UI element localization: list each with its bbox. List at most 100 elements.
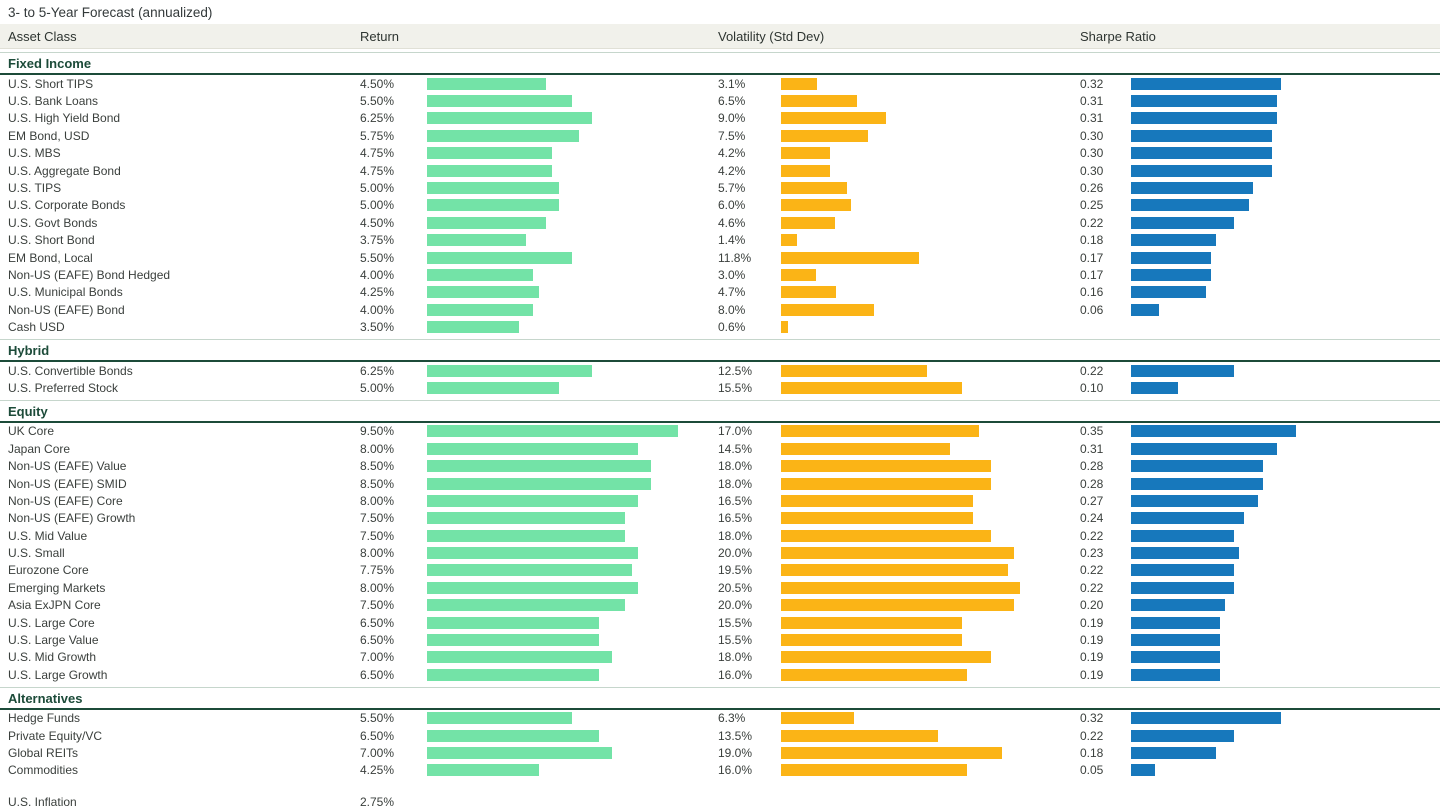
volatility-bar	[781, 251, 919, 264]
table-row: Non-US (EAFE) SMID 8.50% 18.0% 0.28	[0, 475, 1440, 492]
sharpe-bar	[1131, 364, 1235, 377]
table-row: Asia ExJPN Core 7.50% 20.0% 0.20	[0, 597, 1440, 614]
volatility-bar-track	[781, 381, 1080, 394]
volatility-bar	[781, 668, 968, 681]
volatility-bar-track	[781, 164, 1080, 177]
table-row: Cash USD 3.50% 0.6%	[0, 318, 1440, 335]
sharpe-bar-track	[1131, 147, 1440, 160]
return-value: 7.50%	[360, 528, 395, 543]
volatility-bar	[781, 199, 851, 212]
sharpe-value: 0.16	[1080, 285, 1104, 300]
table-row: U.S. Preferred Stock 5.00% 15.5% 0.10	[0, 379, 1440, 396]
sharpe-bar-track	[1131, 764, 1440, 777]
asset-class-label: Non-US (EAFE) Bond	[8, 302, 125, 317]
sharpe-value: 0.30	[1080, 128, 1104, 143]
column-header-volatility: Volatility (Std Dev)	[718, 28, 825, 44]
return-value: 5.50%	[360, 250, 395, 265]
return-value: 5.00%	[360, 181, 395, 196]
table-row: Emerging Markets 8.00% 20.5% 0.22	[0, 579, 1440, 596]
sharpe-bar	[1131, 216, 1235, 229]
sharpe-value: 0.19	[1080, 667, 1104, 682]
asset-class-label: UK Core	[8, 424, 55, 439]
volatility-value: 18.0%	[718, 476, 753, 491]
table-row: Non-US (EAFE) Core 8.00% 16.5% 0.27	[0, 492, 1440, 509]
return-bar	[427, 442, 639, 455]
return-bar	[427, 599, 625, 612]
return-bar-track	[427, 234, 718, 247]
sharpe-value: 0.28	[1080, 459, 1104, 474]
volatility-bar	[781, 746, 1003, 759]
return-bar	[427, 381, 559, 394]
return-bar-track	[427, 268, 718, 281]
return-bar	[427, 477, 652, 490]
return-bar-track	[427, 477, 718, 490]
return-value: 5.00%	[360, 380, 395, 395]
table-row: U.S. Large Core 6.50% 15.5% 0.19	[0, 614, 1440, 631]
asset-class-label: U.S. MBS	[8, 146, 61, 161]
sharpe-value: 0.05	[1080, 763, 1104, 778]
sharpe-bar-track	[1131, 616, 1440, 629]
volatility-bar-track	[781, 251, 1080, 264]
sharpe-bar	[1131, 634, 1221, 647]
page-title: 3- to 5-Year Forecast (annualized)	[8, 5, 213, 20]
volatility-bar	[781, 442, 950, 455]
sharpe-bar	[1131, 234, 1216, 247]
return-value: 4.00%	[360, 267, 395, 282]
return-bar-track	[427, 651, 718, 664]
return-bar	[427, 460, 652, 473]
volatility-bar-track	[781, 616, 1080, 629]
return-value: 4.25%	[360, 763, 395, 778]
sharpe-bar	[1131, 268, 1211, 281]
volatility-bar	[781, 164, 830, 177]
sharpe-bar	[1131, 129, 1272, 142]
return-bar	[427, 147, 553, 160]
sharpe-value: 0.31	[1080, 441, 1104, 456]
inflation-row: U.S. Inflation 2.75%	[0, 793, 1440, 810]
table-row: U.S. Govt Bonds 4.50% 4.6% 0.22	[0, 214, 1440, 231]
sharpe-bar	[1131, 729, 1235, 742]
return-value: 8.00%	[360, 441, 395, 456]
table-row: U.S. TIPS 5.00% 5.7% 0.26	[0, 179, 1440, 196]
return-value: 7.50%	[360, 511, 395, 526]
volatility-bar	[781, 129, 869, 142]
sharpe-bar-track	[1131, 442, 1440, 455]
asset-class-label: Non-US (EAFE) Core	[8, 493, 123, 508]
return-bar	[427, 494, 639, 507]
return-bar	[427, 651, 612, 664]
sharpe-bar	[1131, 460, 1263, 473]
sharpe-value: 0.19	[1080, 615, 1104, 630]
return-bar-track	[427, 381, 718, 394]
return-bar-track	[427, 460, 718, 473]
sharpe-value: 0.30	[1080, 146, 1104, 161]
asset-class-label: U.S. Aggregate Bond	[8, 163, 121, 178]
volatility-bar	[781, 512, 974, 525]
sharpe-bar-track	[1131, 234, 1440, 247]
sharpe-bar-track	[1131, 268, 1440, 281]
volatility-value: 18.0%	[718, 650, 753, 665]
volatility-bar	[781, 216, 835, 229]
return-value: 6.25%	[360, 363, 395, 378]
return-bar	[427, 129, 579, 142]
sharpe-bar	[1131, 616, 1221, 629]
volatility-bar-track	[781, 494, 1080, 507]
volatility-bar-track	[781, 364, 1080, 377]
return-bar	[427, 182, 559, 195]
sharpe-value: 0.26	[1080, 181, 1104, 196]
volatility-bar-track	[781, 182, 1080, 195]
sharpe-bar	[1131, 581, 1235, 594]
sharpe-value: 0.17	[1080, 267, 1104, 282]
volatility-bar-track	[781, 764, 1080, 777]
volatility-bar	[781, 651, 991, 664]
section-header-hybrid: Hybrid	[0, 338, 1440, 362]
volatility-bar	[781, 477, 991, 490]
return-bar	[427, 581, 639, 594]
volatility-value: 16.5%	[718, 511, 753, 526]
return-value: 4.75%	[360, 146, 395, 161]
sharpe-bar-track	[1131, 77, 1440, 90]
return-bar	[427, 286, 540, 299]
asset-class-label: Hedge Funds	[8, 711, 81, 726]
return-bar	[427, 729, 599, 742]
sharpe-value: 0.31	[1080, 111, 1104, 126]
volatility-bar	[781, 599, 1014, 612]
asset-class-label: U.S. TIPS	[8, 181, 62, 196]
